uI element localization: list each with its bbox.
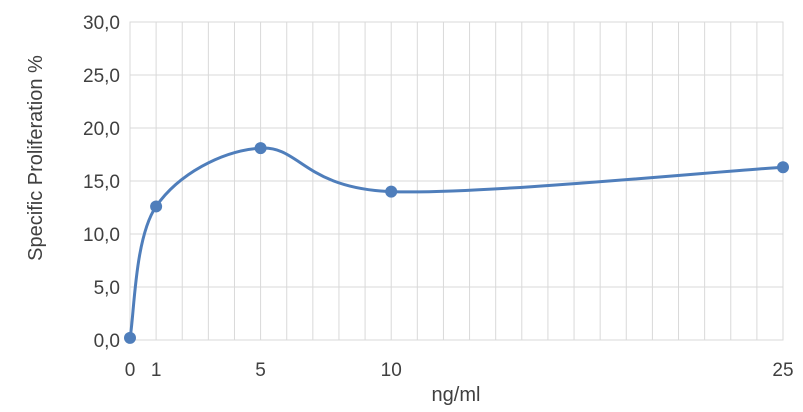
plot-area-frame <box>129 21 784 341</box>
y-axis-tick-labels: 0,0 5,0 10,0 15,0 20,0 25,0 30,0 <box>83 13 120 352</box>
y-tick-label: 0,0 <box>94 331 120 352</box>
x-axis-title: ng/ml <box>432 384 481 406</box>
x-tick-label: 10 <box>381 360 402 381</box>
y-tick-label: 10,0 <box>83 225 120 246</box>
y-tick-label: 15,0 <box>83 172 120 193</box>
data-point <box>124 331 136 344</box>
y-tick-label: 30,0 <box>83 13 120 34</box>
x-tick-label: 5 <box>255 360 266 381</box>
data-point <box>777 161 789 174</box>
x-axis-tick-labels: 0 1 5 10 25 <box>125 360 794 381</box>
x-tick-label: 0 <box>125 360 136 381</box>
y-tick-label: 5,0 <box>94 278 120 299</box>
data-point <box>254 142 267 155</box>
series-line <box>128 146 785 340</box>
y-tick-label: 25,0 <box>83 66 120 87</box>
x-tick-label: 1 <box>151 360 162 381</box>
horizontal-gridlines <box>130 21 783 341</box>
y-tick-label: 20,0 <box>83 119 120 140</box>
y-axis-title: Specific Proliferation % <box>25 55 47 261</box>
data-point <box>385 185 398 198</box>
data-point <box>150 200 163 213</box>
x-tick-label: 25 <box>772 360 793 381</box>
series-layer <box>124 142 789 344</box>
plot-area-border <box>129 21 784 341</box>
